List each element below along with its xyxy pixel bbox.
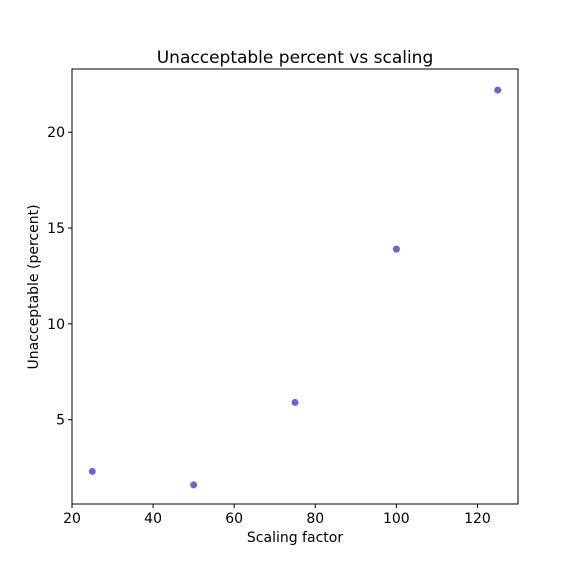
y-tick-label: 15	[47, 221, 65, 237]
scatter-point	[291, 398, 299, 406]
scatter-point	[392, 245, 400, 253]
y-tick-label: 5	[56, 413, 65, 429]
x-axis-ticks: 20 40 60 80 100 120	[63, 504, 491, 527]
x-axis-label: Scaling factor	[247, 530, 343, 546]
y-axis-label: Unacceptable (percent)	[26, 204, 42, 369]
scatter-point	[494, 86, 502, 94]
x-tick-label: 20	[63, 511, 81, 527]
x-tick-label: 60	[225, 511, 243, 527]
chart-title: Unacceptable percent vs scaling	[157, 48, 434, 68]
x-tick-label: 120	[464, 511, 491, 527]
x-tick-label: 80	[306, 511, 324, 527]
scatter-point	[190, 481, 198, 489]
plot-area	[71, 68, 519, 505]
scatter-point	[88, 467, 96, 475]
y-axis-ticks: 5 10 15 20	[47, 125, 72, 429]
y-tick-label: 20	[47, 125, 65, 141]
x-tick-label: 100	[383, 511, 410, 527]
y-tick-label: 10	[47, 317, 65, 333]
scatter-points	[88, 86, 502, 489]
x-tick-label: 40	[144, 511, 162, 527]
